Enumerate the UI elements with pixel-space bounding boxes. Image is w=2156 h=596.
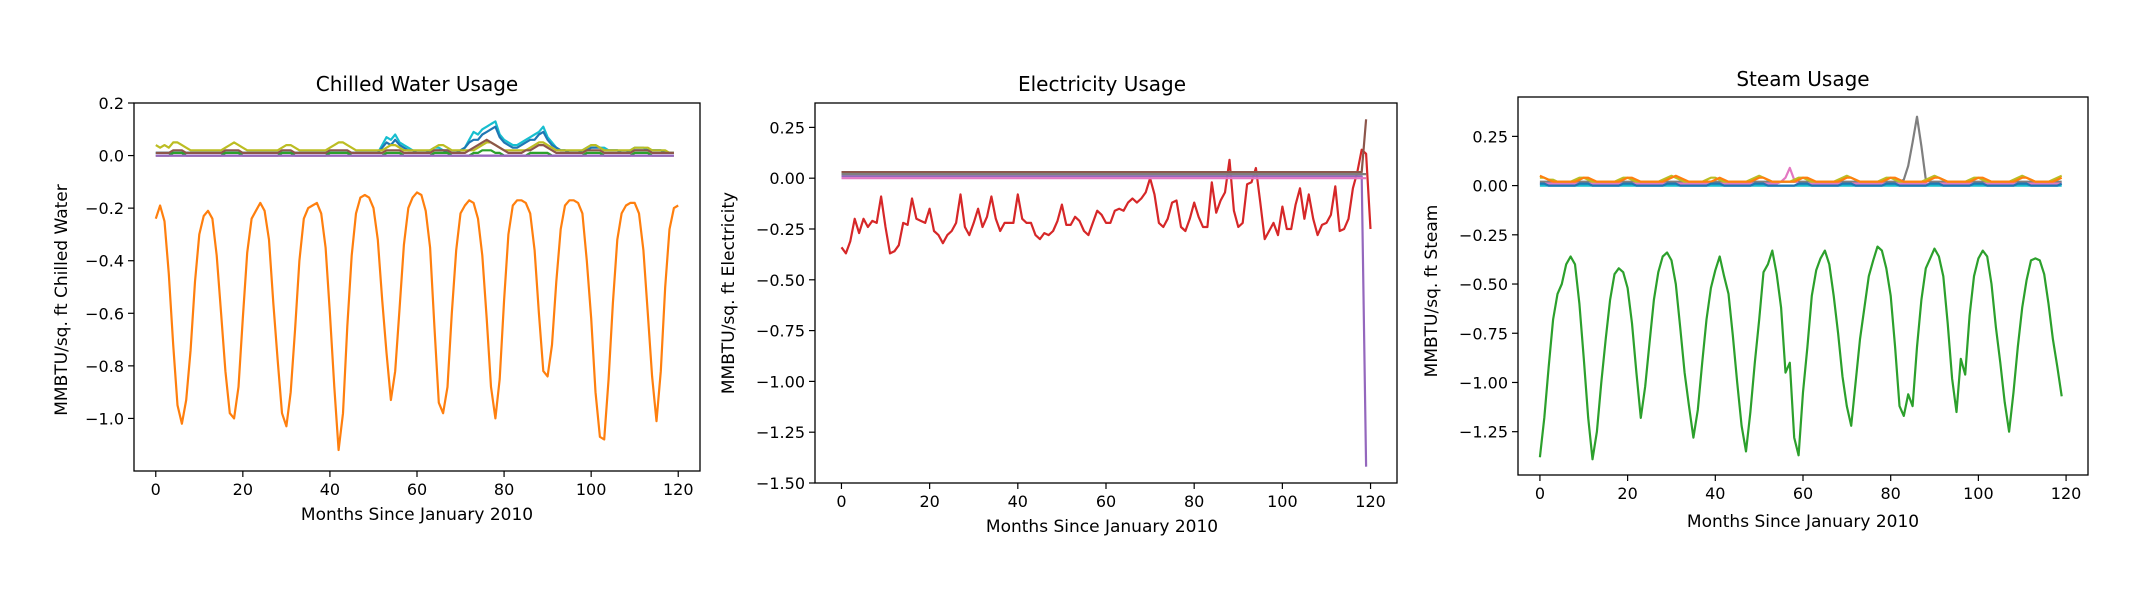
tick-labels: 0 20 40 60 80 100 120 −1.25 −1.00 −0.75 −0.50 −0.25… xyxy=(1459,127,2081,503)
x-tick-label: 120 xyxy=(1355,492,1386,511)
y-tick-label: 0.00 xyxy=(1472,177,1508,196)
x-tick-label: 120 xyxy=(2051,484,2082,503)
x-tick-label: 60 xyxy=(1096,492,1116,511)
y-axis-label: MMBTU/sq. ft Chilled Water xyxy=(52,184,72,415)
x-tick-label: 100 xyxy=(1267,492,1298,511)
x-tick-label: 40 xyxy=(1705,484,1725,503)
series-line-2 xyxy=(841,175,1368,467)
x-tick-label: 20 xyxy=(233,480,253,499)
x-tick-label: 0 xyxy=(1535,484,1545,503)
y-axis-label: MMBTU/sq. ft Steam xyxy=(1422,205,1442,378)
y-tick-label: −0.8 xyxy=(85,357,124,376)
y-tick-label: −0.50 xyxy=(756,271,805,290)
y-tick-label: −0.25 xyxy=(756,220,805,239)
y-tick-label: 0.00 xyxy=(769,169,805,188)
y-tick-label: −0.2 xyxy=(85,199,124,218)
chart-title: Steam Usage xyxy=(1736,67,1869,91)
series-line-1 xyxy=(1539,115,2062,183)
chart-title: Electricity Usage xyxy=(1018,72,1186,96)
x-tick-label: 40 xyxy=(1008,492,1028,511)
series-line-1 xyxy=(841,119,1368,174)
tick-labels: 0 20 40 60 80 100 120 −1.0 −0.8 −0.6 −0.4 −0.2 0.0 0.… xyxy=(85,94,693,499)
y-tick-label: −0.75 xyxy=(1459,324,1508,343)
series-line-4 xyxy=(155,138,674,154)
x-axis-label: Months Since January 2010 xyxy=(986,517,1218,537)
series-line-0 xyxy=(1538,245,2063,461)
series-line-0 xyxy=(840,148,1372,255)
y-tick-label: −1.0 xyxy=(85,409,124,428)
chart-electricity: Electricity Usage Months Since January 2… xyxy=(719,72,1398,537)
y-tick-label: 0.25 xyxy=(769,118,805,137)
x-tick-label: 60 xyxy=(1793,484,1813,503)
y-tick-label: 0.2 xyxy=(99,94,124,113)
plot-frame xyxy=(1517,96,2089,476)
x-tick-label: 100 xyxy=(576,480,607,499)
x-axis-label: Months Since January 2010 xyxy=(1687,512,1919,532)
y-tick-label: −1.25 xyxy=(1459,423,1508,442)
y-tick-label: −0.4 xyxy=(85,252,124,271)
x-tick-label: 0 xyxy=(836,492,846,511)
series-layer xyxy=(154,120,679,452)
y-tick-label: −1.25 xyxy=(756,423,805,442)
plot-frame xyxy=(814,102,1398,484)
series-line-6 xyxy=(1539,182,2063,187)
x-tick-label: 80 xyxy=(494,480,514,499)
plot-frame xyxy=(133,102,701,472)
tick-labels: 0 20 40 60 80 100 120 −1.50 −1.25 −1.00 −0.75 −0.50… xyxy=(756,118,1386,511)
y-tick-label: 0.0 xyxy=(99,147,124,166)
chart-steam: Steam Usage Months Since January 2010 MM… xyxy=(1422,67,2089,532)
x-tick-label: 80 xyxy=(1184,492,1204,511)
x-tick-label: 0 xyxy=(151,480,161,499)
series-line-4 xyxy=(1539,174,2063,183)
chart-chilled-water: Chilled Water Usage Months Since January… xyxy=(52,72,701,525)
series-line-0 xyxy=(154,191,679,452)
x-tick-label: 80 xyxy=(1881,484,1901,503)
series-layer xyxy=(840,119,1372,467)
y-tick-label: −1.00 xyxy=(756,372,805,391)
x-tick-label: 20 xyxy=(1617,484,1637,503)
x-tick-label: 40 xyxy=(320,480,340,499)
x-axis-label: Months Since January 2010 xyxy=(301,505,533,525)
x-tick-label: 120 xyxy=(663,480,694,499)
y-tick-label: −0.75 xyxy=(756,322,805,341)
y-axis-label: MMBTU/sq. ft Electricity xyxy=(719,192,739,394)
x-tick-label: 60 xyxy=(407,480,427,499)
chart-title: Chilled Water Usage xyxy=(316,72,518,96)
x-tick-label: 20 xyxy=(919,492,939,511)
y-tick-label: −0.6 xyxy=(85,304,124,323)
y-tick-label: 0.25 xyxy=(1472,127,1508,146)
series-line-3 xyxy=(155,141,674,154)
x-tick-label: 100 xyxy=(1963,484,1994,503)
y-tick-label: −1.50 xyxy=(756,474,805,493)
y-tick-label: −0.50 xyxy=(1459,275,1508,294)
series-line-2 xyxy=(155,125,674,154)
y-tick-label: −0.25 xyxy=(1459,226,1508,245)
y-tick-label: −1.00 xyxy=(1459,373,1508,392)
series-layer xyxy=(1538,115,2063,461)
